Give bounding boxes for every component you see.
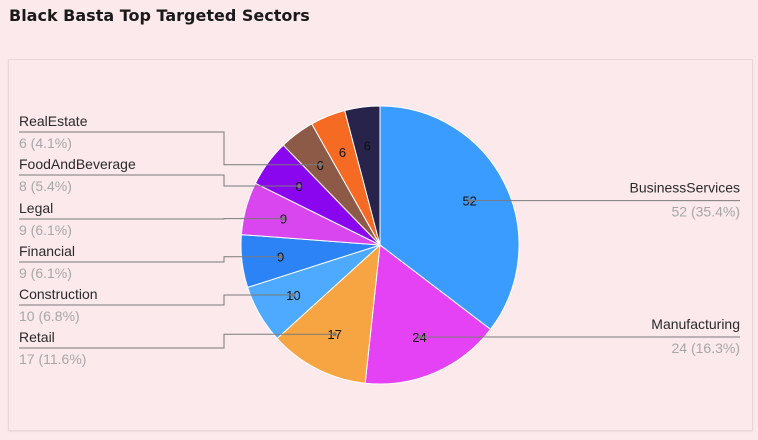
callout-line bbox=[19, 131, 321, 166]
callout-dot bbox=[318, 162, 323, 167]
callout-retail: Retail 17 (11.6%) bbox=[19, 329, 337, 367]
callout-line bbox=[19, 294, 294, 306]
callout-dot bbox=[278, 254, 283, 259]
callout-value: 9 (6.1%) bbox=[19, 222, 72, 238]
callout-value: 6 (4.1%) bbox=[19, 135, 72, 151]
pie-chart: 52241710998666BusinessServices52 (35.4%)… bbox=[19, 105, 741, 385]
chart-panel: 52241710998666BusinessServices52 (35.4%)… bbox=[8, 59, 753, 431]
callout-value: 52 (35.4%) bbox=[672, 204, 740, 220]
callout-dot bbox=[297, 184, 302, 189]
callout-construction: Construction 10 (6.8%) bbox=[19, 286, 296, 324]
callout-dot bbox=[332, 332, 337, 337]
slice-value-sector-10: 6 bbox=[364, 139, 371, 154]
callout-value: 9 (6.1%) bbox=[19, 265, 72, 281]
callout-name: Manufacturing bbox=[651, 316, 740, 332]
callout-name: Retail bbox=[19, 329, 55, 345]
callout-name: Legal bbox=[19, 200, 53, 216]
callout-businessservices: BusinessServices 52 (35.4%) bbox=[467, 180, 741, 220]
callout-dot bbox=[417, 334, 422, 339]
callout-value: 24 (16.3%) bbox=[672, 340, 740, 356]
chart-title: Black Basta Top Targeted Sectors bbox=[9, 6, 310, 25]
callout-value: 17 (11.6%) bbox=[19, 351, 86, 367]
callout-realestate: RealEstate 6 (4.1%) bbox=[19, 113, 323, 167]
slice-value-sector-9: 6 bbox=[339, 145, 346, 160]
callout-financial: Financial 9 (6.1%) bbox=[19, 243, 283, 281]
pie-slice-sector-10[interactable] bbox=[344, 105, 381, 246]
callout-dot bbox=[291, 293, 296, 298]
callout-manufacturing: Manufacturing 24 (16.3%) bbox=[417, 316, 740, 356]
callout-line bbox=[19, 333, 335, 349]
callout-value: 8 (5.4%) bbox=[19, 178, 72, 194]
callout-legal: Legal 9 (6.1%) bbox=[19, 200, 286, 238]
callout-name: Construction bbox=[19, 286, 98, 302]
callout-name: BusinessServices bbox=[630, 180, 741, 196]
pie-slice-manufacturing[interactable] bbox=[364, 244, 492, 385]
callout-dot bbox=[467, 198, 472, 203]
callout-line bbox=[19, 174, 300, 187]
callout-value: 10 (6.8%) bbox=[19, 308, 80, 324]
callout-dot bbox=[281, 216, 286, 221]
callout-name: FoodAndBeverage bbox=[19, 156, 136, 172]
pie-slice-businessservices[interactable] bbox=[379, 105, 520, 331]
callout-name: Financial bbox=[19, 243, 75, 259]
callout-name: RealEstate bbox=[19, 113, 88, 129]
callout-foodandbeverage: FoodAndBeverage 8 (5.4%) bbox=[19, 156, 302, 194]
callout-line bbox=[19, 256, 281, 263]
pie-slice-retail[interactable] bbox=[276, 243, 381, 384]
